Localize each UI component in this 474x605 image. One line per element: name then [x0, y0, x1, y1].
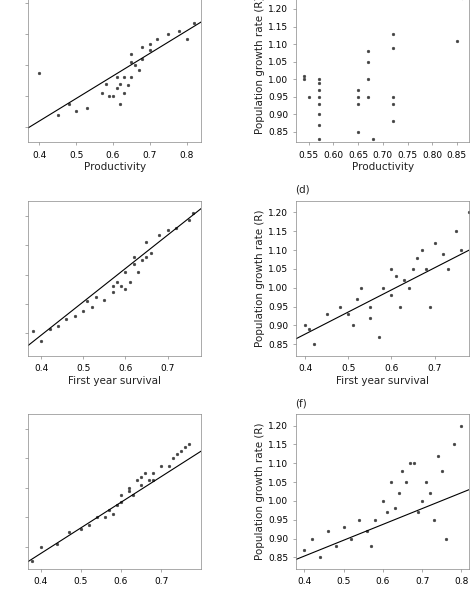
- X-axis label: First year survival: First year survival: [68, 376, 161, 385]
- Y-axis label: Population growth rate (R): Population growth rate (R): [255, 209, 265, 347]
- X-axis label: First year survival: First year survival: [337, 376, 429, 385]
- Text: (f): (f): [295, 398, 306, 408]
- Text: (d): (d): [295, 185, 310, 195]
- X-axis label: Productivity: Productivity: [352, 163, 414, 172]
- X-axis label: Productivity: Productivity: [84, 163, 146, 172]
- Y-axis label: Population growth rate (R): Population growth rate (R): [255, 423, 265, 560]
- Y-axis label: Population growth rate (R): Population growth rate (R): [255, 0, 265, 134]
